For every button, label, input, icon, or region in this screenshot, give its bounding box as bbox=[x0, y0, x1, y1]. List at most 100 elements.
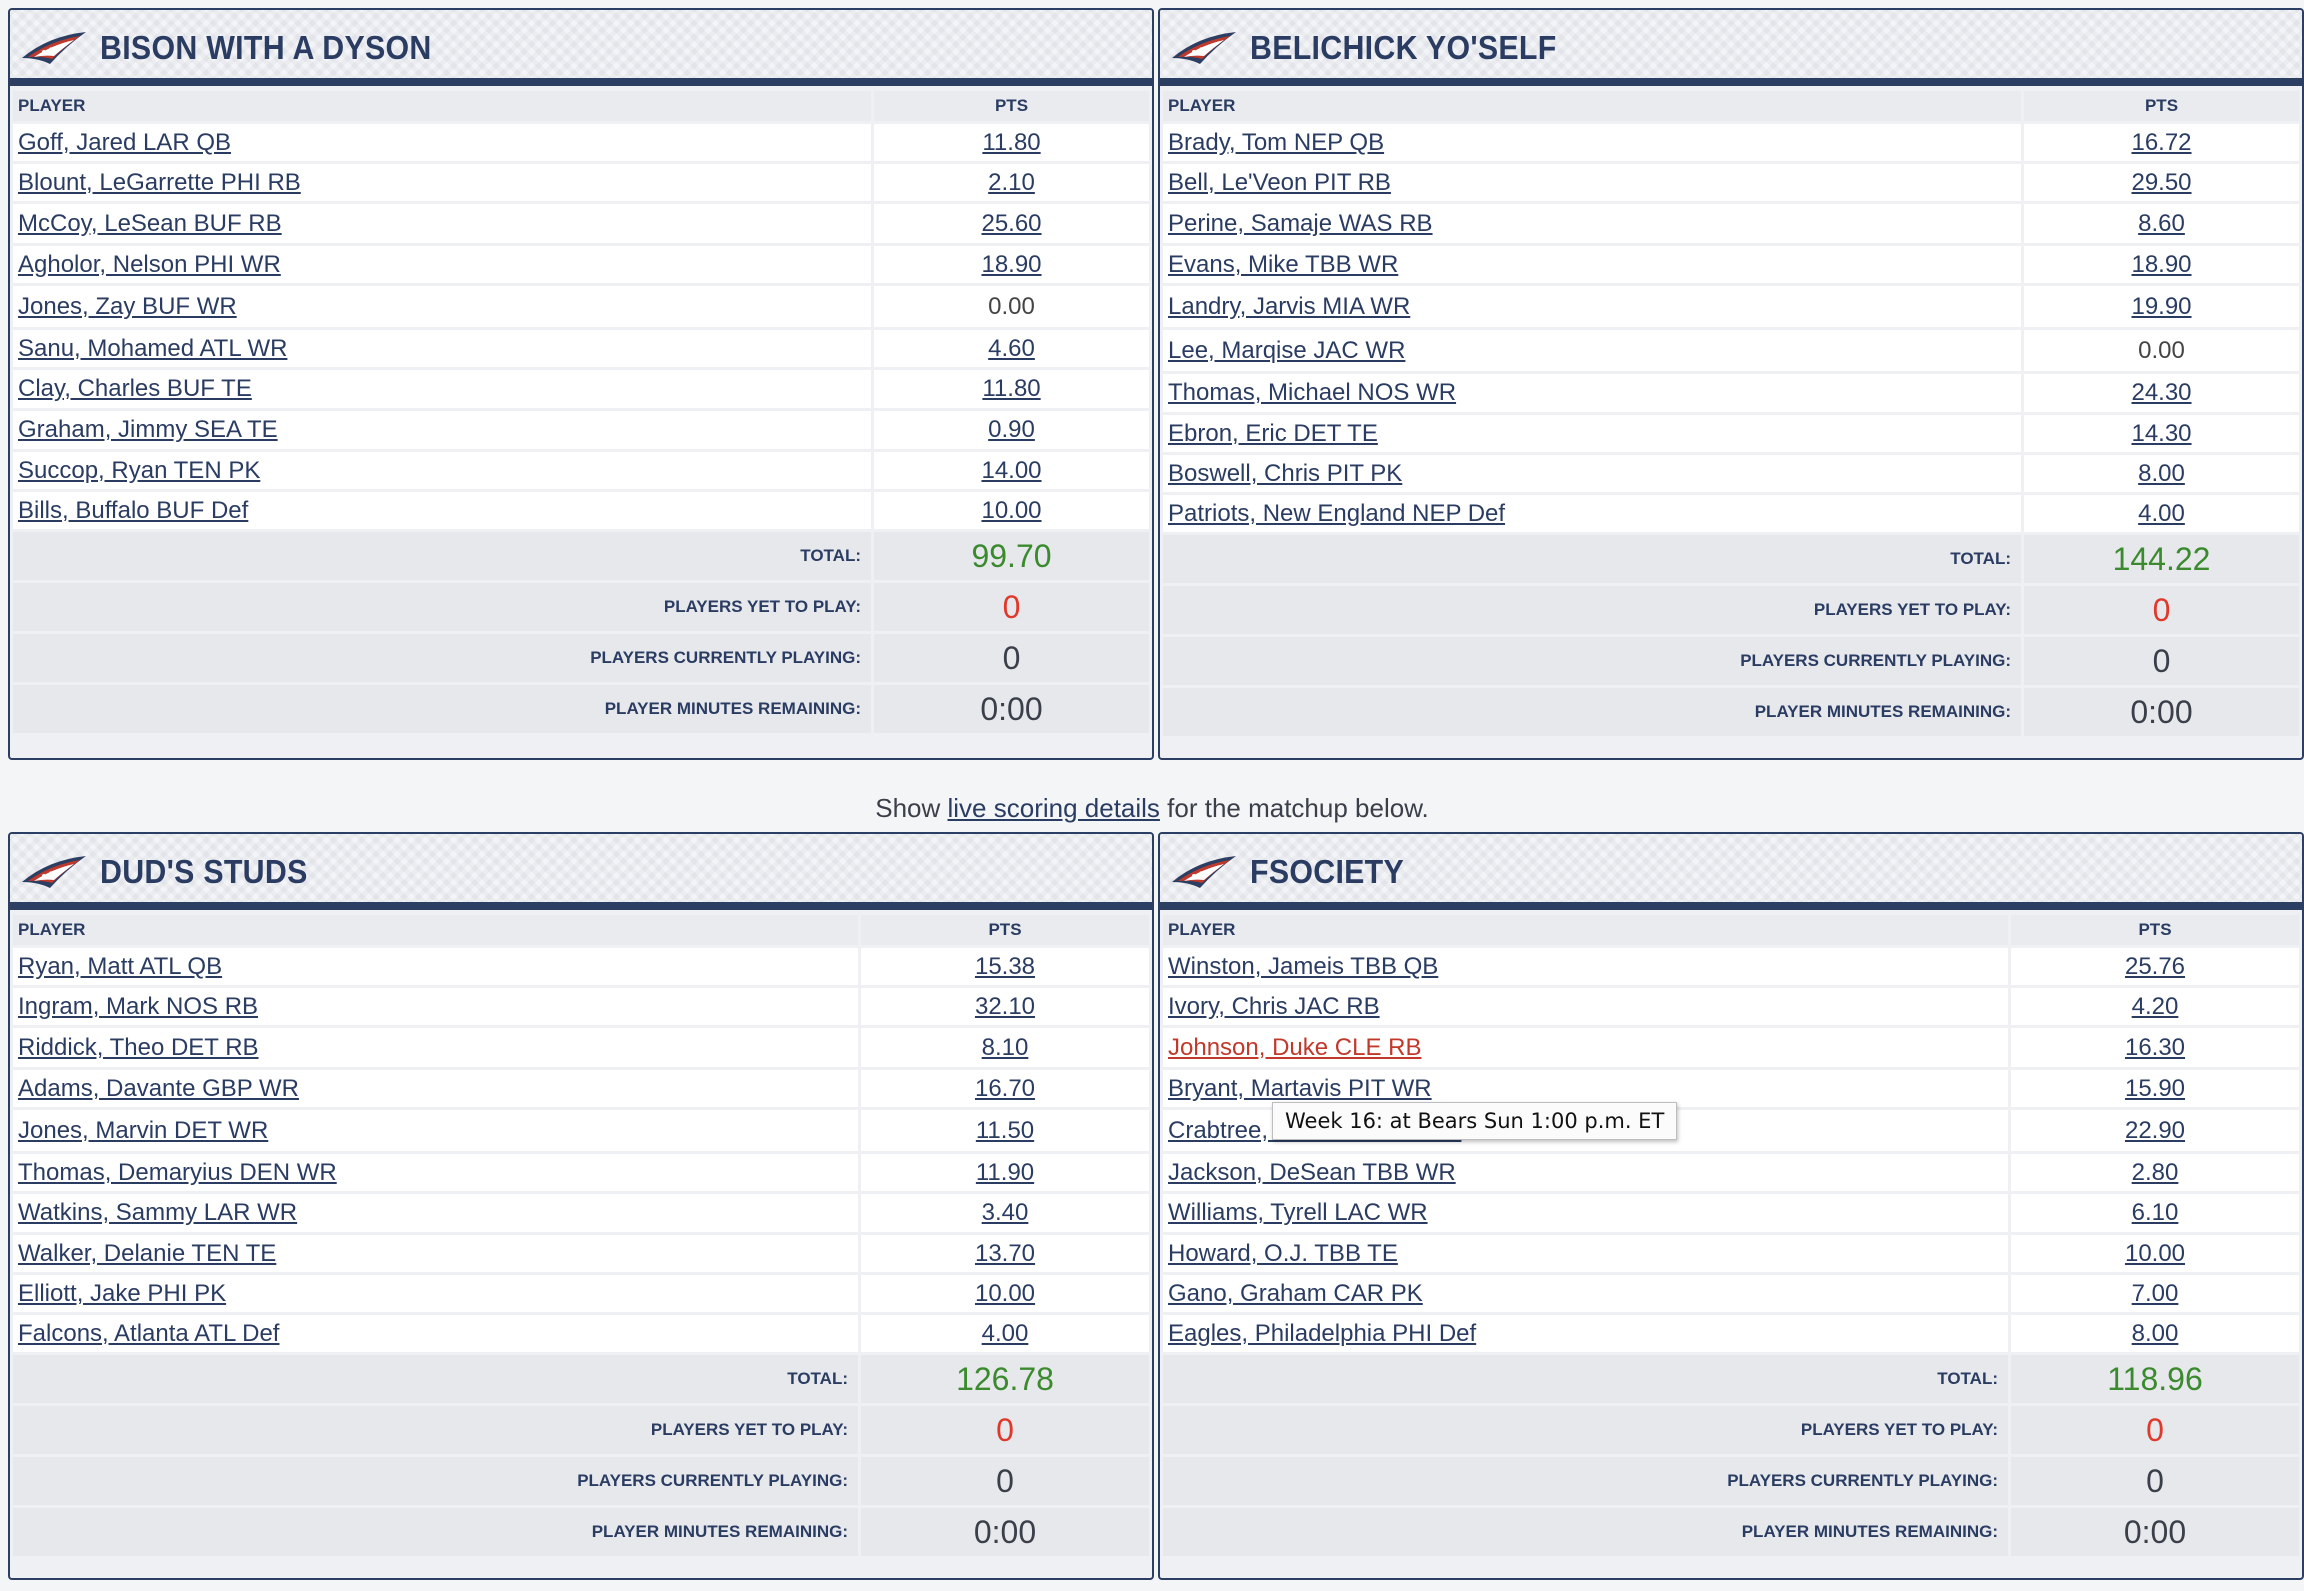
player-pts-cell: 19.90 bbox=[2024, 286, 2299, 327]
player-pts-link[interactable]: 6.10 bbox=[2131, 1199, 2179, 1226]
player-link[interactable]: Eagles, Philadelphia PHI Def bbox=[1168, 1319, 1477, 1347]
player-pts-cell: 4.00 bbox=[2024, 495, 2299, 532]
player-link[interactable]: Bell, Le'Veon PIT RB bbox=[1168, 168, 1391, 196]
player-pts-link[interactable]: 4.60 bbox=[988, 334, 1035, 362]
player-link[interactable]: Ryan, Matt ATL QB bbox=[18, 952, 223, 980]
player-pts-link[interactable]: 18.90 bbox=[2131, 250, 2192, 278]
player-link[interactable]: Jones, Marvin DET WR bbox=[18, 1116, 269, 1144]
player-link[interactable]: Patriots, New England NEP Def bbox=[1168, 499, 1506, 527]
player-pts-link[interactable]: 0.90 bbox=[988, 416, 1035, 443]
player-row: Falcons, Atlanta ATL Def 4.00 bbox=[13, 1315, 1149, 1352]
player-pts-link[interactable]: 14.00 bbox=[981, 456, 1042, 484]
players-currently-playing-label: PLAYERS CURRENTLY PLAYING: bbox=[1163, 1457, 2008, 1505]
player-link[interactable]: Gano, Graham CAR PK bbox=[1168, 1279, 1423, 1307]
live-scoring-details-link[interactable]: live scoring details bbox=[947, 793, 1160, 823]
player-pts: 0.00 bbox=[988, 292, 1035, 320]
player-link[interactable]: Boswell, Chris PIT PK bbox=[1168, 459, 1403, 487]
player-pts-link[interactable]: 7.00 bbox=[2131, 1279, 2179, 1307]
player-link[interactable]: Howard, O.J. TBB TE bbox=[1168, 1239, 1398, 1267]
player-row: Sanu, Mohamed ATL WR 4.60 bbox=[13, 330, 1149, 367]
player-cell: Jones, Zay BUF WR bbox=[13, 286, 871, 327]
player-link[interactable]: Thomas, Demaryius DEN WR bbox=[18, 1158, 337, 1186]
player-pts-link[interactable]: 11.80 bbox=[982, 375, 1041, 402]
player-pts-link[interactable]: 18.90 bbox=[981, 250, 1042, 278]
player-pts-link[interactable]: 2.10 bbox=[988, 168, 1035, 196]
player-pts-cell: 8.10 bbox=[861, 1028, 1149, 1067]
player-link[interactable]: Williams, Tyrell LAC WR bbox=[1168, 1199, 1428, 1226]
player-pts-link[interactable]: 3.40 bbox=[981, 1199, 1029, 1226]
player-link[interactable]: Jones, Zay BUF WR bbox=[18, 292, 237, 320]
team-total-label: TOTAL: bbox=[1163, 535, 2021, 583]
player-pts-link[interactable]: 16.30 bbox=[2124, 1033, 2186, 1061]
player-pts-link[interactable]: 24.30 bbox=[2131, 379, 2192, 406]
player-pts-link[interactable]: 8.60 bbox=[2138, 209, 2185, 237]
player-link[interactable]: Johnson, Duke CLE RB bbox=[1168, 1033, 1422, 1061]
player-link[interactable]: Evans, Mike TBB WR bbox=[1168, 250, 1399, 278]
player-pts-link[interactable]: 4.20 bbox=[2131, 992, 2179, 1020]
summary-row: PLAYERS CURRENTLY PLAYING: 0 bbox=[13, 634, 1149, 682]
player-pts-link[interactable]: 10.00 bbox=[2124, 1239, 2186, 1267]
player-link[interactable]: Succop, Ryan TEN PK bbox=[18, 456, 261, 484]
team-panel: DUD'S STUDS PLAYER PTS Ryan, Matt ATL QB 15.… bbox=[8, 832, 1154, 1580]
player-link[interactable]: Bryant, Martavis PIT WR bbox=[1168, 1074, 1432, 1102]
player-row: Williams, Tyrell LAC WR 6.10 bbox=[1163, 1194, 2299, 1232]
player-pts-link[interactable]: 29.50 bbox=[2131, 168, 2192, 196]
player-pts-link[interactable]: 14.30 bbox=[2131, 419, 2192, 447]
player-link[interactable]: Elliott, Jake PHI PK bbox=[18, 1279, 227, 1307]
player-link[interactable]: Walker, Delanie TEN TE bbox=[18, 1239, 277, 1267]
player-row: McCoy, LeSean BUF RB 25.60 bbox=[13, 204, 1149, 243]
player-pts-link[interactable]: 10.00 bbox=[981, 496, 1042, 524]
player-pts-cell: 8.60 bbox=[2024, 204, 2299, 243]
player-link[interactable]: Goff, Jared LAR QB bbox=[18, 128, 231, 156]
player-link[interactable]: Falcons, Atlanta ATL Def bbox=[18, 1319, 280, 1347]
player-link[interactable]: Lee, Marqise JAC WR bbox=[1168, 336, 1406, 364]
player-pts-link[interactable]: 8.00 bbox=[2138, 459, 2185, 487]
player-pts-link[interactable]: 11.90 bbox=[975, 1158, 1035, 1186]
player-pts-link[interactable]: 13.70 bbox=[974, 1239, 1036, 1267]
player-pts-link[interactable]: 25.76 bbox=[2124, 952, 2186, 980]
player-link[interactable]: Landry, Jarvis MIA WR bbox=[1168, 292, 1411, 320]
player-pts-link[interactable]: 16.70 bbox=[974, 1074, 1036, 1102]
player-pts-link[interactable]: 15.90 bbox=[2124, 1074, 2186, 1102]
player-link[interactable]: Winston, Jameis TBB QB bbox=[1168, 952, 1439, 980]
player-pts-link[interactable]: 10.00 bbox=[974, 1279, 1036, 1307]
player-cell: Agholor, Nelson PHI WR bbox=[13, 246, 871, 283]
player-link[interactable]: Riddick, Theo DET RB bbox=[18, 1033, 259, 1061]
player-link[interactable]: Blount, LeGarrette PHI RB bbox=[18, 168, 301, 196]
player-link[interactable]: Graham, Jimmy SEA TE bbox=[18, 416, 278, 443]
player-pts-link[interactable]: 2.80 bbox=[2131, 1158, 2179, 1186]
team-total-label: TOTAL: bbox=[13, 532, 871, 580]
player-pts-link[interactable]: 15.38 bbox=[974, 952, 1036, 980]
player-pts-link[interactable]: 11.50 bbox=[975, 1116, 1035, 1144]
player-pts-link[interactable]: 11.80 bbox=[982, 128, 1041, 156]
player-pts-link[interactable]: 16.72 bbox=[2131, 128, 2192, 156]
player-link[interactable]: Adams, Davante GBP WR bbox=[18, 1074, 299, 1102]
player-link[interactable]: Brady, Tom NEP QB bbox=[1168, 128, 1385, 156]
player-link[interactable]: Ingram, Mark NOS RB bbox=[18, 992, 259, 1020]
player-pts-link[interactable]: 8.10 bbox=[981, 1033, 1029, 1061]
player-link[interactable]: Watkins, Sammy LAR WR bbox=[18, 1199, 298, 1226]
player-link[interactable]: Agholor, Nelson PHI WR bbox=[18, 250, 281, 278]
player-pts-link[interactable]: 4.00 bbox=[2138, 499, 2185, 527]
player-pts-link[interactable]: 4.00 bbox=[981, 1319, 1029, 1347]
summary-row: PLAYERS YET TO PLAY: 0 bbox=[13, 1406, 1149, 1454]
player-pts-link[interactable]: 19.90 bbox=[2131, 292, 2192, 320]
player-link[interactable]: McCoy, LeSean BUF RB bbox=[18, 209, 282, 237]
player-link[interactable]: Thomas, Michael NOS WR bbox=[1168, 379, 1457, 406]
player-link[interactable]: Clay, Charles BUF TE bbox=[18, 375, 252, 402]
summary-row: TOTAL: 126.78 bbox=[13, 1355, 1149, 1403]
player-link[interactable]: Ebron, Eric DET TE bbox=[1168, 419, 1378, 447]
summary-row: PLAYER MINUTES REMAINING: 0:00 bbox=[13, 685, 1149, 733]
player-pts-cell: 8.00 bbox=[2024, 455, 2299, 492]
player-pts-link[interactable]: 25.60 bbox=[981, 209, 1042, 237]
player-link[interactable]: Perine, Samaje WAS RB bbox=[1168, 209, 1433, 237]
player-pts-link[interactable]: 32.10 bbox=[974, 992, 1036, 1020]
player-link[interactable]: Jackson, DeSean TBB WR bbox=[1168, 1158, 1456, 1186]
player-pts-cell: 24.30 bbox=[2024, 374, 2299, 412]
player-link[interactable]: Sanu, Mohamed ATL WR bbox=[18, 334, 288, 362]
player-link[interactable]: Ivory, Chris JAC RB bbox=[1168, 992, 1380, 1020]
player-pts-link[interactable]: 22.90 bbox=[2124, 1116, 2186, 1144]
player-link[interactable]: Bills, Buffalo BUF Def bbox=[18, 496, 249, 524]
player-pts-link[interactable]: 8.00 bbox=[2131, 1319, 2179, 1347]
player-row: Graham, Jimmy SEA TE 0.90 bbox=[13, 411, 1149, 449]
